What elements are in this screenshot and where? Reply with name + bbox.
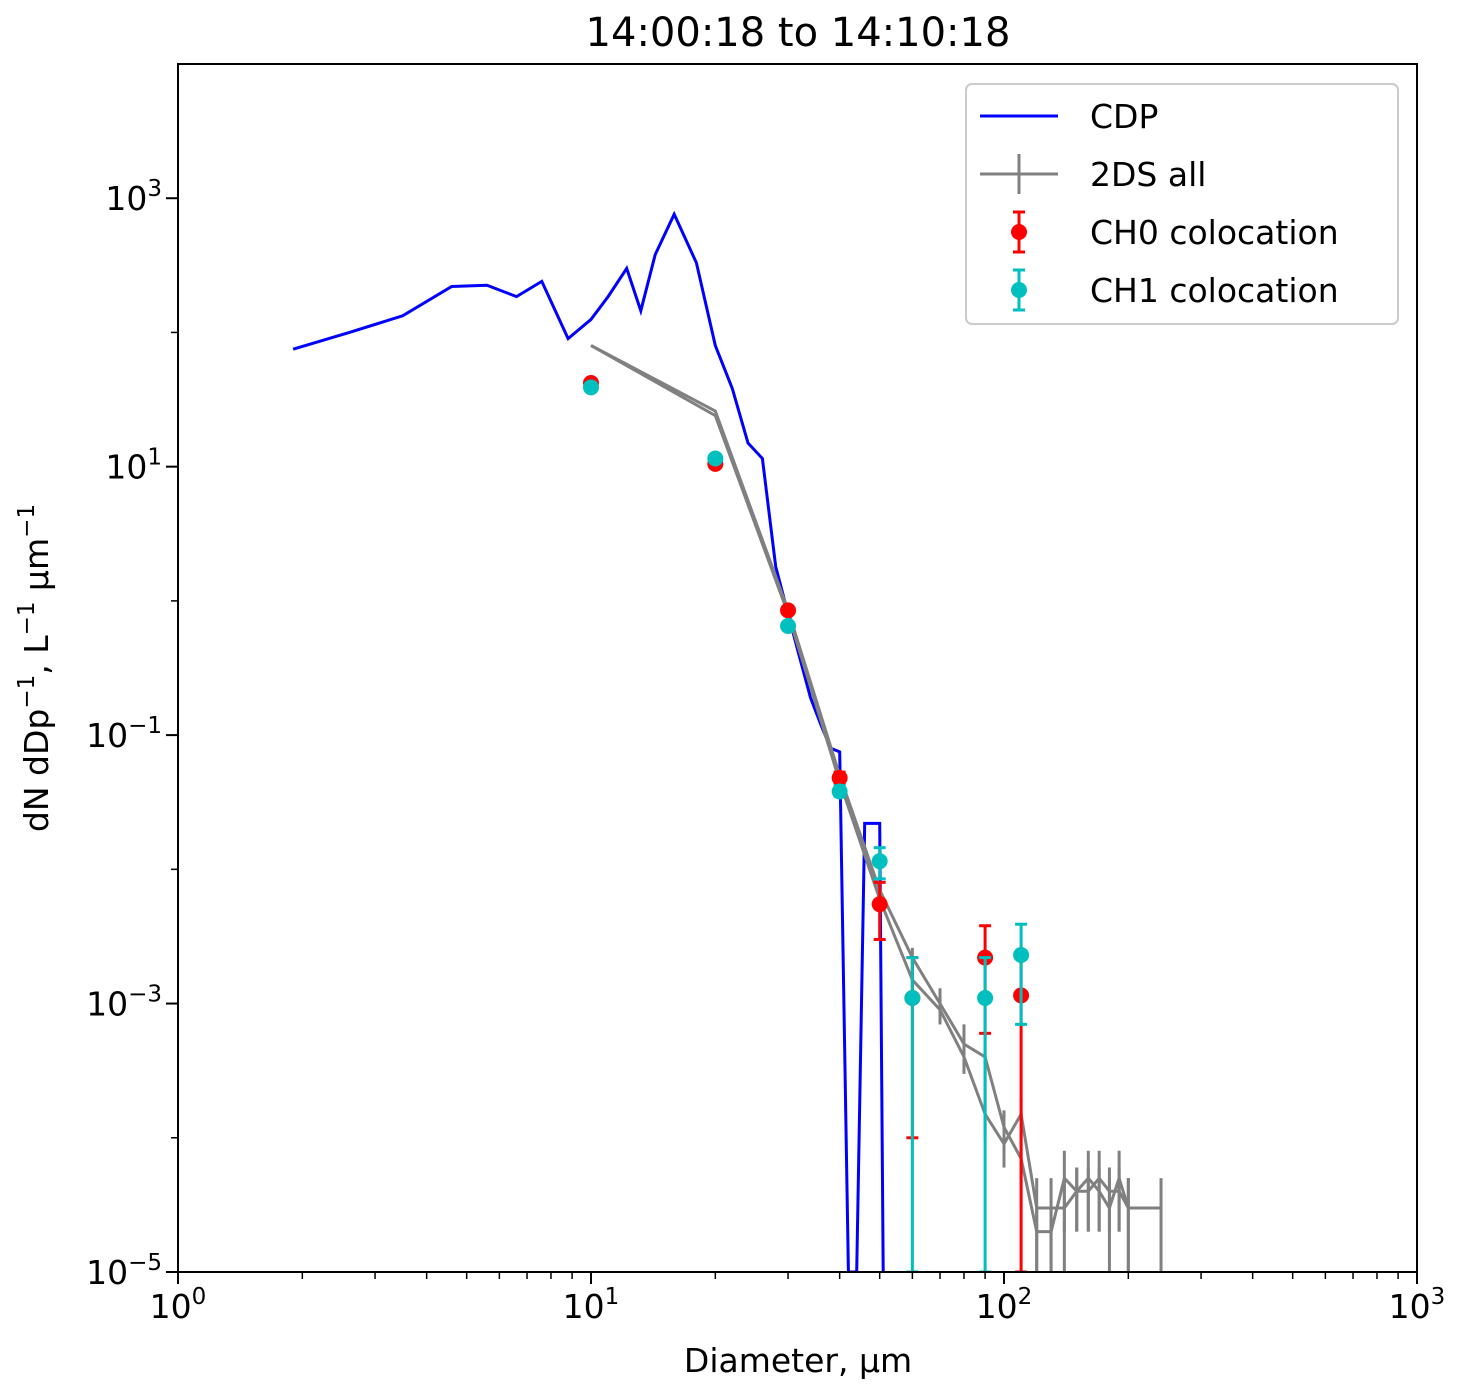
x-axis: 100 101 102 103 (150, 1272, 1446, 1326)
y-axis-label: dN dDp−1, L−1 μm−1 (14, 504, 56, 832)
x-axis-label: Diameter, μm (684, 1341, 912, 1380)
x-tick-label: 100 (150, 1284, 207, 1326)
y-tick-label: 10−5 (86, 1250, 162, 1292)
y-tick-label: 103 (105, 176, 162, 218)
y-tick-label: 10−3 (86, 982, 162, 1024)
legend-box (965, 83, 1399, 325)
data-point-ch0 (780, 602, 797, 619)
chart-title: 14:00:18 to 14:10:18 (586, 10, 1011, 56)
legend-handle-marker (1011, 224, 1027, 240)
legend-label: 2DS all (1090, 155, 1206, 194)
data-point-ch1 (904, 989, 921, 1006)
data-point-ch0 (831, 769, 848, 786)
data-point-ch1 (977, 989, 994, 1006)
data-point-ch1 (1013, 947, 1030, 964)
legend-handle-marker (1011, 282, 1027, 298)
data-point-ch1 (831, 783, 848, 800)
data-point-ch1 (871, 853, 888, 870)
data-point-ch0 (871, 896, 888, 913)
legend: CDP 2DS all CH0 colocation CH1 colocation (965, 83, 1399, 325)
y-axis: 10−5 10−3 10−1 101 103 (86, 176, 178, 1292)
series-line-2ds-1 (590, 344, 1161, 1210)
x-tick-label: 101 (563, 1284, 620, 1326)
data-point-ch1 (707, 450, 724, 467)
data-point-ch1 (780, 618, 797, 635)
x-tick-label: 102 (976, 1284, 1033, 1326)
plot-area (292, 210, 1163, 1272)
data-point-ch1 (583, 379, 599, 396)
y-tick-label: 101 (105, 445, 162, 487)
legend-label: CH0 colocation (1090, 213, 1339, 252)
series-line-cdp (292, 210, 885, 1272)
legend-label: CDP (1090, 97, 1158, 136)
x-tick-label: 103 (1389, 1284, 1446, 1326)
plot-frame (177, 63, 1418, 1273)
y-tick-label: 10−1 (86, 713, 162, 755)
legend-label: CH1 colocation (1090, 271, 1339, 310)
